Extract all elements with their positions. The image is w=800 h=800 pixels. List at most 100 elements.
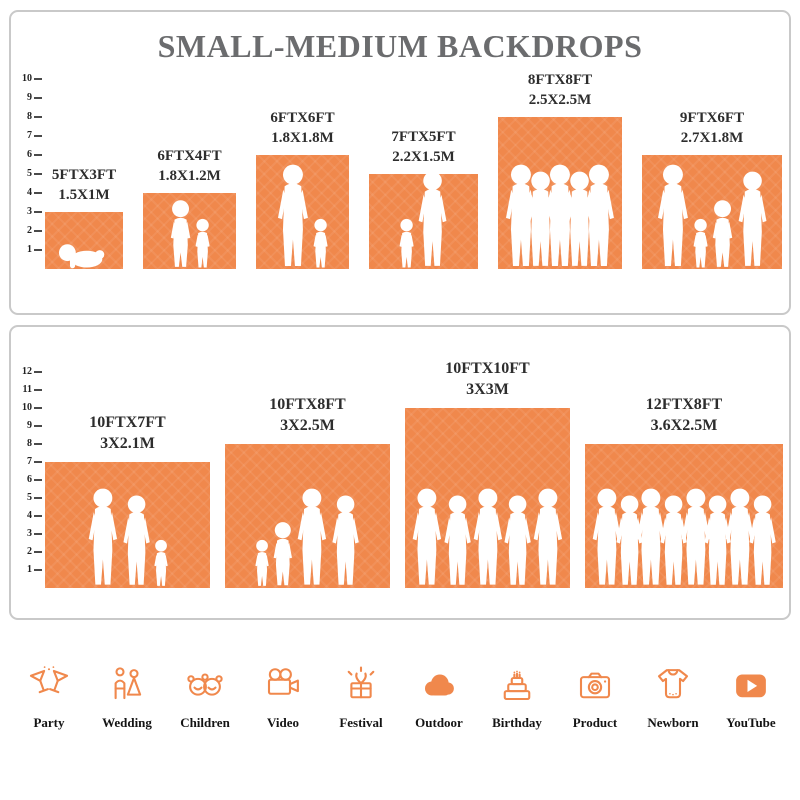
silhouette-group — [225, 487, 390, 588]
size-ft: 6FTX6FT — [270, 110, 335, 126]
backdrop-rect — [642, 155, 782, 269]
silhouette-group — [45, 241, 123, 270]
ruler-tick: 3 — [14, 529, 42, 539]
person-silhouette-icon — [677, 487, 715, 588]
person-silhouette-icon — [579, 163, 619, 269]
category-festival: Festival — [322, 660, 400, 731]
backdrop-size-label: 8FTX8FT 2.5X2.5M — [528, 71, 592, 110]
tick-mark — [34, 497, 42, 499]
ruler-tick: 8 — [14, 112, 42, 122]
small-medium-backdrops-panel: SMALL-MEDIUM BACKDROPS 1 2 3 4 5 6 7 8 9 10 5FTX3F… — [9, 10, 791, 315]
tick-mark — [34, 371, 42, 373]
tick-mark — [34, 154, 42, 156]
tick-mark — [34, 407, 42, 409]
backdrop-bars: 10FTX7FT 3X2.1M 10FTX8FT 3X2.5M 10FTX10FT 3X3… — [45, 359, 783, 588]
children-icon — [184, 660, 226, 706]
tick-mark — [34, 479, 42, 481]
person-silhouette-icon — [440, 494, 475, 588]
size-ft: 10FTX10FT — [445, 360, 530, 378]
product-icon — [574, 660, 616, 706]
ruler-tick: 7 — [14, 457, 42, 467]
person-silhouette-icon — [396, 218, 417, 269]
size-ft: 10FTX7FT — [89, 414, 166, 432]
ruler-tick: 10 — [14, 403, 42, 413]
outdoor-icon — [418, 660, 460, 706]
ruler-tick: 7 — [14, 131, 42, 141]
size-ft: 8FTX8FT — [527, 72, 593, 88]
baby-silhouette-icon — [57, 241, 111, 270]
person-silhouette-icon — [690, 218, 711, 269]
category-label: Party — [33, 715, 65, 730]
tick-number: 5 — [27, 492, 32, 503]
category-children: Children — [166, 660, 244, 731]
tick-mark — [34, 569, 42, 571]
ruler-tick: 4 — [14, 188, 42, 198]
person-silhouette-icon — [653, 163, 693, 269]
size-m: 3X3M — [466, 381, 509, 399]
category-outdoor: Outdoor — [400, 660, 478, 731]
backdrop-size-label: 10FTX10FT 3X3M — [445, 359, 529, 401]
tick-number: 12 — [22, 366, 32, 377]
backdrop-size-label: 6FTX6FT 1.8X1.8M — [270, 109, 334, 148]
size-m: 1.5X1M — [58, 186, 110, 203]
tick-mark — [34, 97, 42, 99]
tick-mark — [34, 551, 42, 553]
silhouette-group — [642, 163, 782, 269]
party-icon — [28, 660, 70, 706]
tick-mark — [34, 443, 42, 445]
ruler-tick: 5 — [14, 493, 42, 503]
size-m: 3.6X2.5M — [650, 417, 718, 435]
backdrop-size-label: 7FTX5FT 2.2X1.5M — [391, 128, 455, 167]
backdrop-rect — [45, 212, 123, 269]
backdrop-rect — [405, 408, 570, 588]
ruler-tick: 1 — [14, 245, 42, 255]
backdrop-size-label: 5FTX3FT 1.5X1M — [52, 166, 116, 205]
backdrop-rect — [45, 462, 210, 588]
category-label: Newborn — [647, 715, 699, 730]
tick-number: 1 — [27, 244, 32, 255]
tick-mark — [34, 249, 42, 251]
person-silhouette-icon — [252, 539, 272, 588]
category-wedding: Wedding — [88, 660, 166, 731]
category-product: Product — [556, 660, 634, 731]
tick-mark — [34, 78, 42, 80]
silhouette-group — [45, 487, 210, 588]
backdrop-size-label: 6FTX4FT 1.8X1.2M — [157, 147, 221, 186]
category-icon-row: Party Wedding Children Video Festival Outdoor… — [10, 660, 790, 731]
backdrop-size-label: 9FTX6FT 2.7X1.8M — [680, 109, 744, 148]
tick-number: 10 — [22, 402, 32, 413]
person-silhouette-icon — [151, 539, 171, 588]
person-silhouette-icon — [529, 487, 567, 588]
ruler-tick: 9 — [14, 421, 42, 431]
ruler-tick: 1 — [14, 565, 42, 575]
birthday-icon — [496, 660, 538, 706]
scale-ruler: 1 2 3 4 5 6 7 8 9 10 11 12 — [14, 366, 42, 588]
ruler-tick: 8 — [14, 439, 42, 449]
person-silhouette-icon — [745, 494, 780, 588]
tick-number: 2 — [27, 225, 32, 236]
person-silhouette-icon — [469, 487, 507, 588]
person-silhouette-icon — [500, 494, 535, 588]
category-label: Video — [266, 715, 300, 730]
person-silhouette-icon — [269, 521, 297, 588]
silhouette-group — [369, 170, 478, 269]
size-m: 3X2.5M — [280, 417, 335, 435]
backdrop-8ftx8ft: 8FTX8FT 2.5X2.5M — [498, 71, 622, 269]
tick-number: 3 — [27, 528, 32, 539]
newborn-icon — [652, 660, 694, 706]
tick-number: 7 — [27, 456, 32, 467]
wedding-icon — [106, 660, 148, 706]
person-silhouette-icon — [414, 170, 451, 269]
backdrop-12ftx8ft: 12FTX8FT 3.6X2.5M — [585, 395, 783, 588]
tick-number: 9 — [27, 92, 32, 103]
festival-icon — [340, 660, 382, 706]
tick-number: 9 — [27, 420, 32, 431]
ruler-tick: 11 — [14, 385, 42, 395]
tick-mark — [34, 211, 42, 213]
size-ft: 12FTX8FT — [645, 396, 723, 414]
person-silhouette-icon — [273, 163, 313, 269]
small-backdrops-chart: 1 2 3 4 5 6 7 8 9 10 5FTX3FT 1.5X1M 6FTX4FT 1.8X1.2M 6… — [11, 12, 789, 313]
backdrop-size-label: 12FTX8FT 3.6X2.5M — [646, 395, 722, 437]
size-m: 1.8X1.8M — [271, 129, 334, 146]
